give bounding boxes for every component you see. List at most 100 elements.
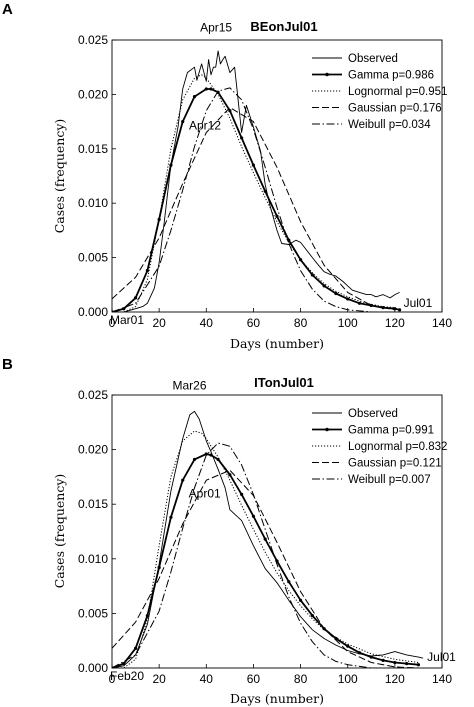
gamma-point — [310, 273, 314, 277]
gamma-point — [204, 87, 208, 91]
legend-entry: Gaussian p=0.121 — [348, 458, 442, 470]
annotation-label: Mar01 — [110, 313, 144, 327]
gamma-point — [133, 646, 138, 650]
chart-title: ITonJul01 — [254, 375, 314, 390]
series-line-weibull — [112, 442, 419, 668]
gamma-point — [416, 663, 421, 667]
panel-letter-b: B — [2, 356, 13, 373]
legend-marker — [325, 72, 329, 77]
series-line-gamma — [112, 453, 419, 668]
legend-entry: Lognormal p=0.951 — [348, 86, 447, 98]
gamma-point — [240, 492, 244, 496]
gamma-point — [397, 308, 402, 312]
gamma-point — [381, 658, 385, 662]
x-tick-label: 140 — [432, 316, 452, 330]
series-line-observed — [112, 50, 400, 312]
annotations: Mar26 Apr01 Feb20 Jul01 — [110, 379, 456, 683]
annotation-label: Apr12 — [189, 119, 221, 133]
gamma-point — [405, 662, 409, 666]
y-tick-label: 0.020 — [78, 443, 108, 457]
gamma-point — [251, 163, 256, 167]
plot-frame — [111, 39, 443, 313]
gamma-point — [228, 109, 232, 113]
x-tick-label: 0 — [109, 316, 116, 330]
gamma-point — [369, 655, 373, 659]
x-tick-label: 60 — [247, 672, 261, 686]
plot-frame — [111, 394, 443, 669]
gamma-point — [240, 136, 244, 140]
gamma-point — [310, 613, 314, 618]
gamma-point — [209, 87, 213, 91]
y-tick-label: 0.010 — [78, 552, 108, 566]
gamma-point — [192, 457, 197, 462]
gamma-point — [346, 644, 350, 648]
y-tick-label: 0.015 — [78, 142, 108, 156]
gamma-point — [393, 660, 397, 665]
x-tick-label: 0 — [109, 672, 116, 686]
y-tick-label: 0.005 — [78, 606, 108, 620]
gamma-point — [192, 94, 197, 99]
annotation-label: Apr15 — [200, 21, 232, 35]
x-axis-label: Days (number) — [230, 691, 324, 706]
panel-letter-a: A — [2, 1, 13, 18]
gamma-point — [228, 473, 232, 477]
panel-b: B ITonJul01 0 20 40 60 80 100 120 140 0.000 0.005… — [2, 356, 456, 706]
y-tick-label: 0.015 — [78, 497, 108, 511]
x-tick-label: 140 — [432, 672, 452, 686]
annotation-label: Apr01 — [189, 487, 221, 501]
gamma-point — [145, 269, 149, 273]
gamma-point — [263, 537, 267, 541]
x-tick-label: 20 — [152, 316, 166, 330]
gamma-point — [298, 598, 303, 602]
x-tick-label: 40 — [200, 672, 214, 686]
annotation-label: Feb20 — [110, 669, 144, 683]
gamma-point — [263, 189, 267, 193]
x-tick-label: 100 — [338, 672, 358, 686]
gamma-point — [209, 453, 213, 457]
gamma-point — [133, 296, 138, 300]
y-tick-label: 0.000 — [78, 661, 108, 675]
legend-entry: Weibull p=0.034 — [348, 119, 431, 131]
panel-a: A BEonJul01 0 20 40 60 80 100 120 140 0.000 0.005… — [2, 1, 452, 351]
annotation-label: Mar26 — [173, 379, 207, 393]
legend-entry: Gamma p=0.986 — [348, 70, 434, 82]
gamma-point — [357, 301, 362, 305]
x-tick-label: 20 — [152, 672, 166, 686]
y-axis-label: Cases (frequency) — [52, 474, 67, 589]
legend-entry: Observed — [348, 53, 398, 65]
x-tick-label: 120 — [385, 316, 405, 330]
x-axis-label: Days (number) — [230, 336, 324, 351]
legend-marker — [325, 427, 329, 432]
annotation-label: Jul01 — [404, 296, 433, 310]
gamma-point — [169, 515, 173, 519]
gamma-point — [334, 291, 338, 296]
legend-entry: Lognormal p=0.832 — [348, 441, 447, 453]
legend-entry: Gamma p=0.991 — [348, 425, 434, 437]
annotations: Apr15 Apr12 Mar01 Jul01 — [110, 21, 433, 327]
gamma-point — [122, 662, 126, 666]
x-tick-label: 80 — [294, 316, 308, 330]
y-tick-label: 0.010 — [78, 196, 108, 210]
chart-title: BEonJul01 — [250, 19, 317, 34]
gamma-point — [181, 120, 185, 124]
legend: Observed Gamma p=0.991 Lognormal p=0.832 Ga… — [312, 408, 447, 486]
legend-entry: Observed — [348, 408, 398, 420]
x-tick-label: 60 — [247, 316, 261, 330]
gamma-point — [157, 565, 161, 570]
y-tick-label: 0.000 — [78, 305, 108, 319]
gamma-point — [287, 580, 291, 584]
series-lines — [112, 50, 402, 312]
gamma-point — [346, 297, 350, 301]
series-line-weibull — [112, 87, 395, 312]
y-tick-label: 0.025 — [78, 388, 108, 402]
gamma-point — [157, 217, 161, 222]
gamma-point — [275, 214, 279, 218]
gamma-point — [181, 478, 185, 482]
gamma-point — [204, 452, 208, 456]
y-tick-label: 0.005 — [78, 251, 108, 265]
gamma-point — [322, 284, 326, 288]
x-tick-label: 40 — [200, 316, 214, 330]
y-tick-label: 0.020 — [78, 87, 108, 101]
axis-ticks: 0 20 40 60 80 100 120 140 0.000 0.005 0.010 0.015 0.… — [78, 33, 452, 330]
